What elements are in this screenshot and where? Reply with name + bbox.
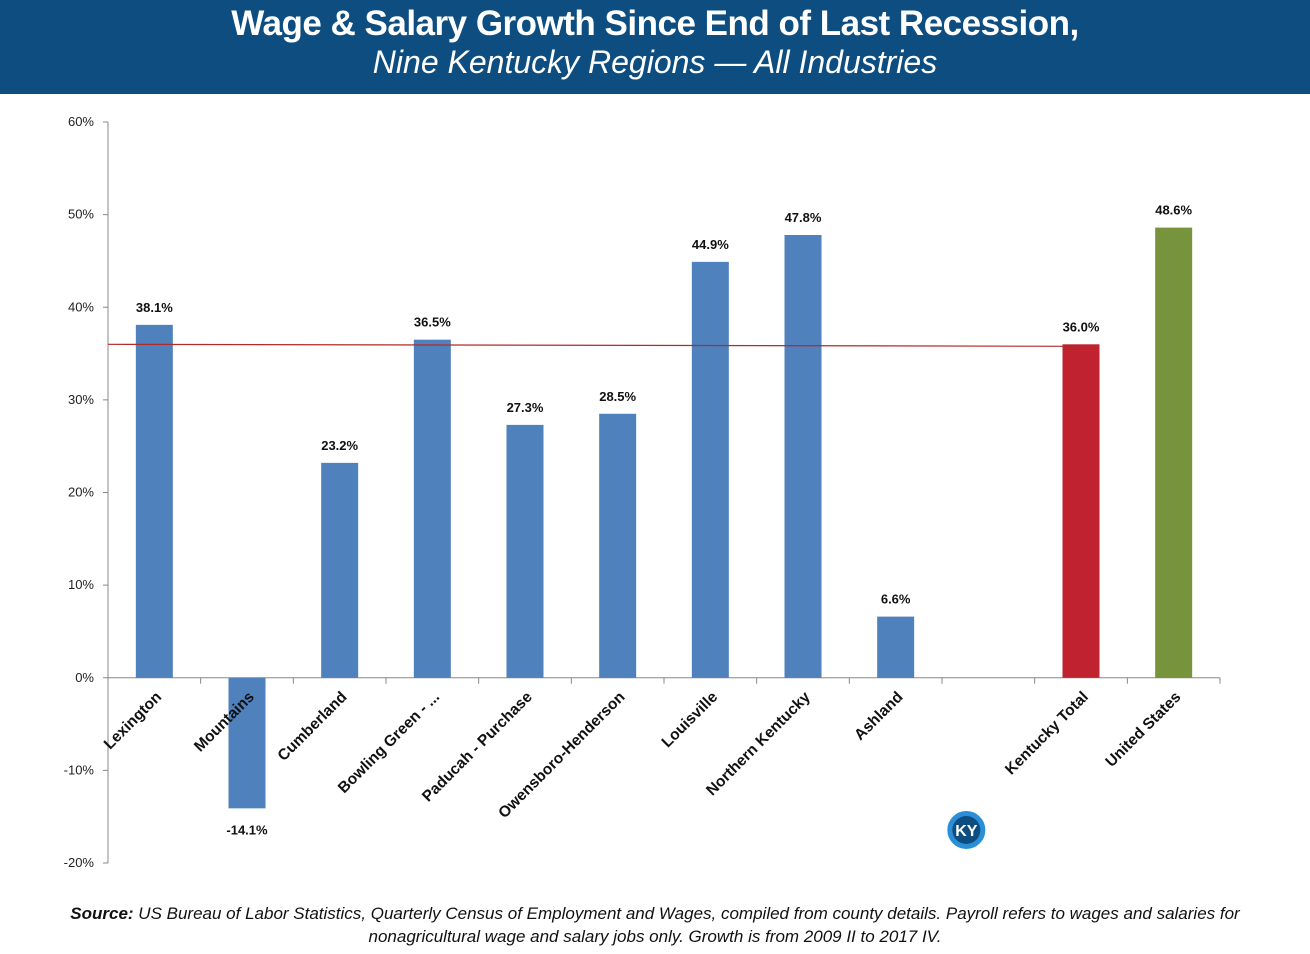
- data-label: 27.3%: [507, 400, 544, 415]
- category-label: Ashland: [851, 689, 906, 744]
- category-label: Louisville: [659, 688, 722, 751]
- data-label: -14.1%: [226, 822, 268, 837]
- data-label: 38.1%: [136, 300, 173, 315]
- source-text: US Bureau of Labor Statistics, Quarterly…: [138, 904, 1240, 946]
- bar: [691, 261, 729, 678]
- bar: [1062, 344, 1100, 678]
- y-tick-label: 50%: [68, 207, 94, 222]
- chart-title: Wage & Salary Growth Since End of Last R…: [231, 4, 1079, 43]
- data-label: 36.5%: [414, 315, 451, 330]
- reference-line: [107, 343, 1082, 347]
- bar: [599, 413, 637, 678]
- chart-header: Wage & Salary Growth Since End of Last R…: [0, 0, 1310, 94]
- data-label: 47.8%: [785, 210, 822, 225]
- bar: [413, 339, 451, 678]
- category-label: Kentucky Total: [1002, 689, 1092, 779]
- category-label: Bowling Green - ...: [335, 689, 443, 797]
- data-label: 23.2%: [321, 438, 358, 453]
- bar: [135, 324, 173, 678]
- bar: [877, 616, 915, 678]
- ky-logo-inner: [952, 816, 981, 844]
- bar: [784, 235, 822, 678]
- bar-chart: -20% -10% 0% 10% 20% 30% 40% 50% 60% 38.1% Lexingt…: [64, 114, 1221, 870]
- y-tick-label: 40%: [68, 299, 94, 314]
- data-label: 44.9%: [692, 237, 729, 252]
- y-tick-label: 0%: [75, 670, 94, 685]
- data-label: 6.6%: [881, 592, 911, 607]
- ky-logo-text: KY: [955, 823, 978, 840]
- bar: [506, 424, 544, 678]
- y-tick-label: 30%: [68, 392, 94, 407]
- chart-subtitle: Nine Kentucky Regions — All Industries: [372, 44, 938, 80]
- bar: [321, 462, 359, 678]
- bar: [228, 677, 266, 809]
- data-label: 36.0%: [1063, 319, 1100, 334]
- category-label: Northern Kentucky: [703, 688, 814, 799]
- y-tick-label: 10%: [68, 577, 94, 592]
- data-label: 28.5%: [599, 389, 636, 404]
- data-label: 48.6%: [1155, 203, 1192, 218]
- category-label: Lexington: [101, 689, 165, 753]
- y-tick-label: 20%: [68, 485, 94, 500]
- y-tick-label: -20%: [64, 855, 95, 870]
- source-label: Source:: [70, 904, 134, 923]
- bar: [1155, 227, 1193, 678]
- y-tick-label: -10%: [64, 762, 95, 777]
- category-label: United States: [1102, 689, 1184, 771]
- y-tick-label: 60%: [68, 114, 94, 129]
- category-label: Cumberland: [275, 689, 351, 765]
- source-note: Source: US Bureau of Labor Statistics, Q…: [0, 902, 1310, 948]
